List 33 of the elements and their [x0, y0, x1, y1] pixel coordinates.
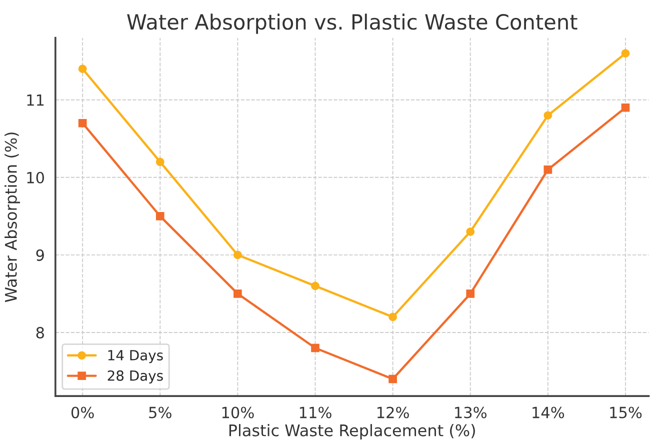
point [388, 374, 397, 384]
chart-title: Water Absorption vs. Plastic Waste Content [127, 14, 578, 34]
point [544, 165, 552, 174]
x-tick-label: 0% [71, 406, 94, 418]
point [311, 282, 320, 290]
point [78, 118, 87, 128]
point [156, 158, 164, 166]
x-tick-label: 14% [532, 406, 564, 418]
x-tick-label: 5% [149, 406, 172, 418]
point [311, 344, 320, 352]
y-axis-title: Water Absorption (%) [4, 132, 20, 302]
point [466, 228, 475, 236]
point [78, 64, 87, 74]
point [234, 250, 242, 260]
point [621, 49, 630, 58]
x-axis-title: Plastic Waste Replacement (%) [229, 424, 475, 440]
point [466, 290, 475, 298]
x-tick-label: 11% [300, 406, 332, 418]
x-tick-label: 10% [222, 406, 254, 418]
x-tick-label: 13% [455, 406, 486, 418]
y-tick-label: 10 [27, 172, 44, 184]
y-tick-label: 8 [36, 326, 44, 338]
point [544, 111, 552, 120]
legend-label: 14 Days [108, 350, 163, 364]
y-tick-label: 11 [27, 94, 44, 106]
point [388, 312, 397, 322]
point [234, 290, 242, 298]
x-tick-label: 12% [378, 406, 409, 418]
point [156, 212, 164, 220]
point [621, 103, 630, 112]
y-tick-label: 9 [36, 249, 44, 261]
x-tick-label: 15% [610, 406, 642, 418]
legend-label: 28 Days [108, 370, 163, 384]
